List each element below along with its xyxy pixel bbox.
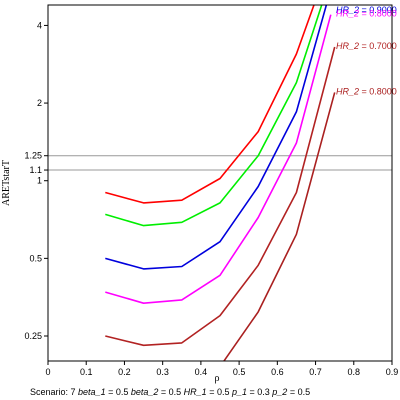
plot-frame (47, 4, 393, 362)
x-axis-title: ρ (215, 373, 220, 384)
series-line-3 (105, 14, 332, 305)
series-label-3: HR_2 = 0.8000 (336, 9, 397, 19)
param-name-1: beta_2 (131, 387, 159, 397)
y-tick-label-5: 2 (37, 98, 42, 108)
x-tick-label-1: 0.1 (80, 367, 93, 377)
x-tick-label-0: 0 (45, 367, 50, 377)
param-name-3: p_1 (231, 387, 247, 397)
y-tick-label-0: 0.25 (24, 331, 42, 341)
series-label-2: HR_2 = 0.9000 (336, 5, 397, 15)
x-tick-label-5: 0.5 (233, 367, 246, 377)
param-name-4: p_2 (271, 387, 287, 397)
series-label-5: HR_2 = 0.8000 (336, 86, 397, 96)
x-tick-label-9: 0.9 (386, 367, 399, 377)
series-line-5 (222, 92, 336, 361)
footer-parameters: Scenario: 7 beta_1 = 0.5 beta_2 = 0.5 HR… (30, 387, 310, 397)
x-tick-label-7: 0.7 (309, 367, 322, 377)
x-axis: 0 0.1 0.2 0.3 0.4 0.5 0.6 0.7 0.8 0.9 (45, 361, 398, 377)
y-tick-label-6: 4 (37, 20, 42, 30)
reference-lines (48, 155, 392, 171)
series-line-4 (105, 46, 336, 347)
param-value-2: = 0.5 (207, 387, 232, 397)
y-axis-title: ARETstarT (1, 160, 12, 206)
scenario-value: 7 (71, 387, 79, 397)
x-tick-label-3: 0.3 (156, 367, 169, 377)
x-tick-label-4: 0.4 (195, 367, 208, 377)
x-tick-label-8: 0.8 (348, 367, 361, 377)
scenario-label: Scenario: (30, 387, 71, 397)
y-tick-label-2: 1 (37, 176, 42, 186)
series-label-4: HR_2 = 0.7000 (336, 41, 397, 51)
footer-text: Scenario: 7 beta_1 = 0.5 beta_2 = 0.5 HR… (30, 387, 310, 397)
series-line-0 (105, 5, 315, 204)
y-tick-label-3: 1.1 (29, 165, 42, 175)
series-line-1 (105, 5, 323, 227)
param-name-0: beta_1 (78, 387, 106, 397)
param-value-0: = 0.5 (106, 387, 131, 397)
param-value-4: = 0.5 (287, 387, 310, 397)
y-tick-label-1: 0.5 (29, 253, 42, 263)
y-tick-label-4: 1.25 (24, 151, 42, 161)
param-name-2: HR_1 (184, 387, 207, 397)
series-group (105, 5, 336, 361)
x-tick-label-2: 0.2 (118, 367, 131, 377)
param-value-1: = 0.5 (158, 387, 183, 397)
x-tick-label-6: 0.6 (271, 367, 284, 377)
series-line-2 (105, 5, 328, 270)
y-axis: 0.25 0.5 11.1 1.25 2 4 (24, 20, 48, 341)
param-value-3: = 0.3 (247, 387, 272, 397)
